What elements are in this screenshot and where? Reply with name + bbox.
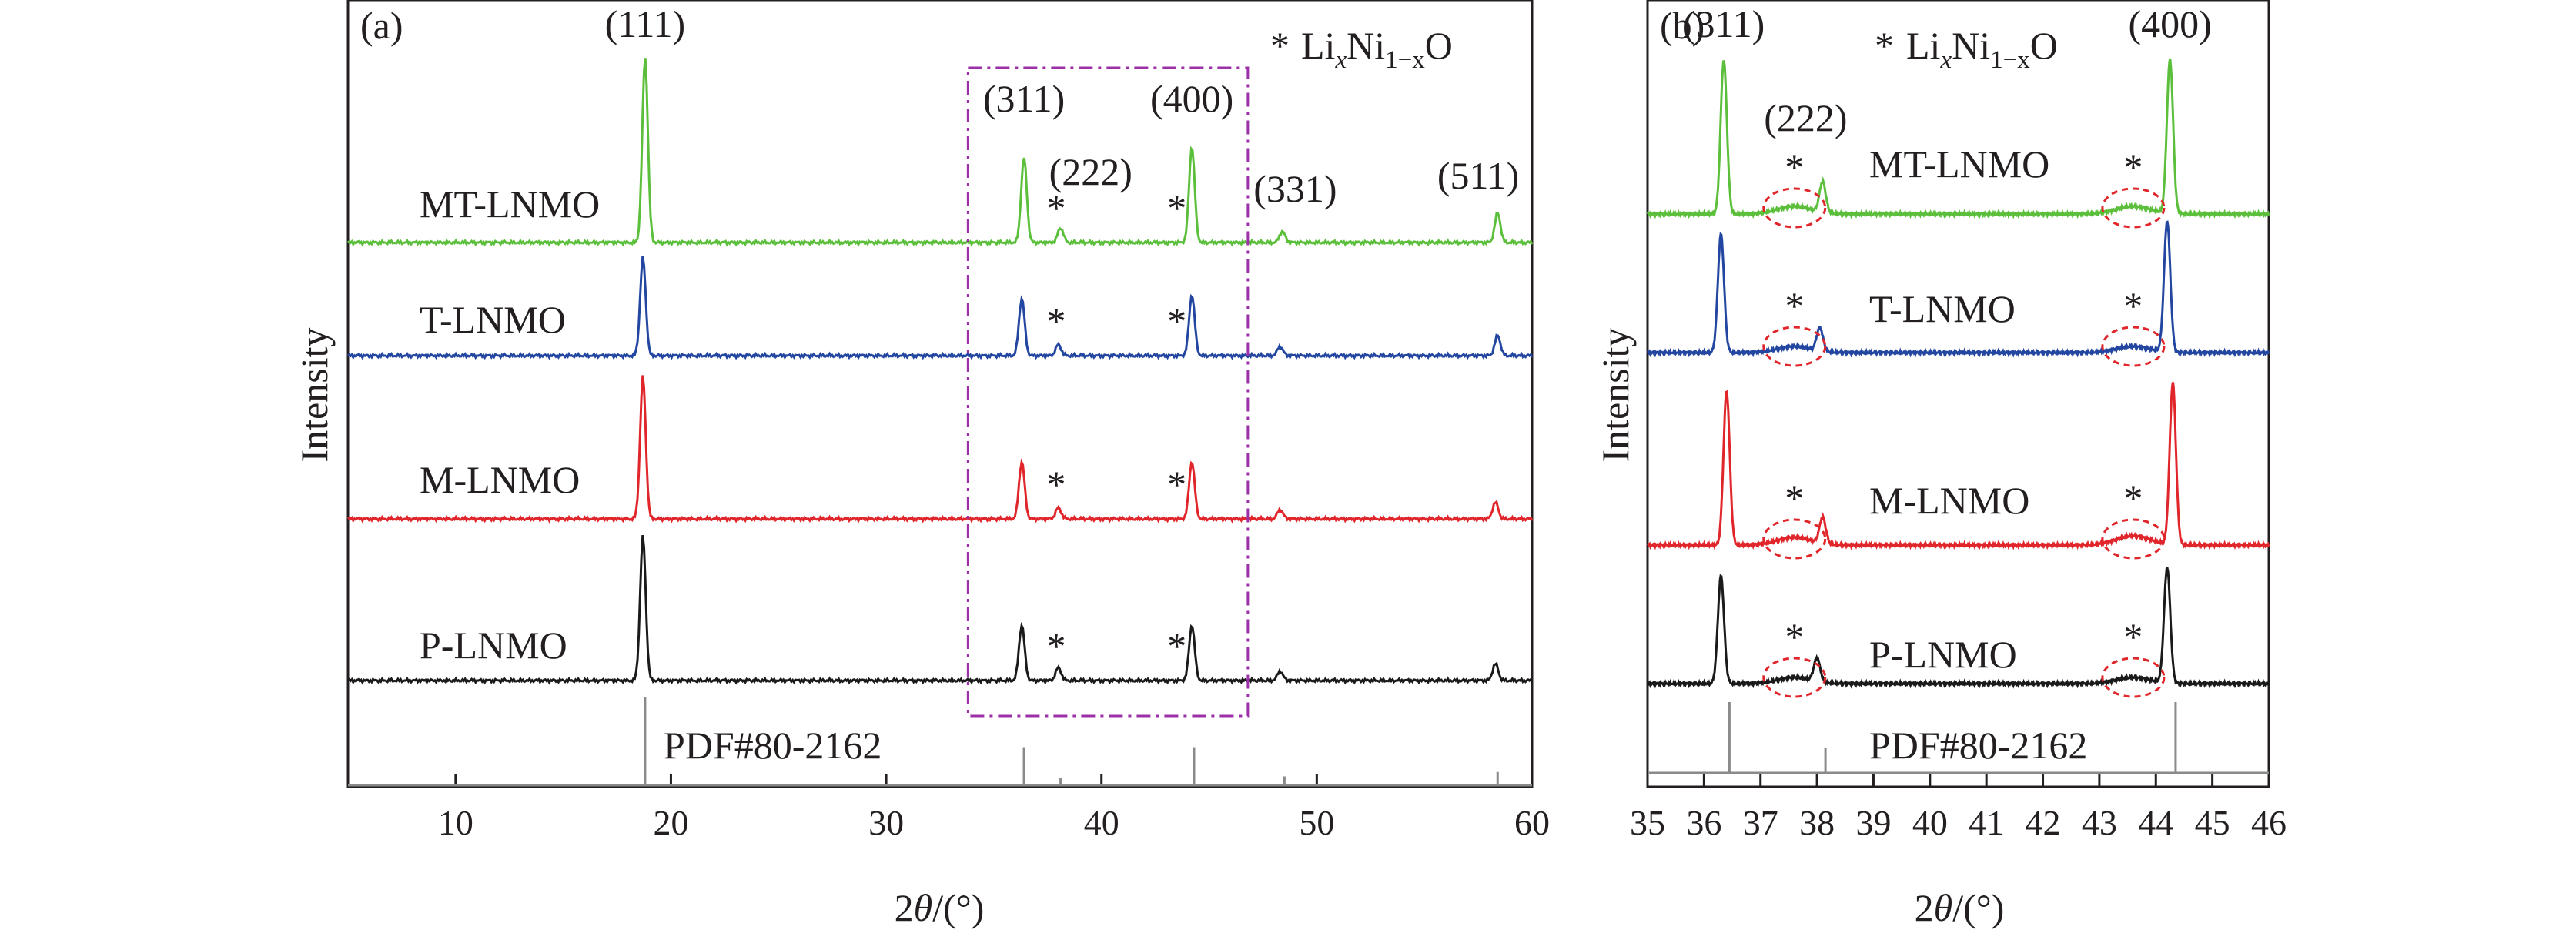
legend-star-marker: *	[1875, 24, 1894, 67]
impurity-star: *	[1785, 477, 1804, 520]
panel-a: 10 20 30 40 50 60 Intensity 2θ/(°) (a) * LixNi1−xO…	[293, 0, 1550, 929]
series-label: MT-LNMO	[1869, 142, 2049, 186]
reference-label: PDF#80-2162	[1869, 724, 2087, 767]
impurity-circle	[2101, 657, 2166, 698]
zoom-highlight-box	[966, 66, 1250, 718]
series-line-t-lnmo	[1646, 220, 2270, 358]
impurity-star: *	[1167, 624, 1186, 667]
series-line-mt-lnmo	[1646, 58, 2270, 219]
series-label: T-LNMO	[420, 298, 566, 341]
x-tick-label: 42	[2026, 803, 2061, 842]
x-tick-label: 37	[1743, 803, 1778, 842]
plot-frame	[346, 0, 1534, 788]
panel-label: (b)	[1660, 4, 1705, 47]
impurity-circle	[1762, 326, 1827, 367]
x-axis-label: 2θ/(°)	[1915, 886, 2005, 929]
impurity-star: *	[1167, 463, 1186, 506]
x-tick-label: 45	[2195, 803, 2230, 842]
x-tick-label: 30	[868, 803, 904, 842]
impurity-star: *	[1047, 186, 1066, 229]
x-tick-label: 40	[1912, 803, 1948, 842]
legend-label: LixNi1−xO	[1906, 24, 2058, 74]
panel-label: (a)	[360, 4, 403, 47]
y-axis-label: Intensity	[1594, 328, 1637, 463]
impurity-star: *	[1047, 299, 1066, 343]
x-tick-label: 60	[1514, 803, 1550, 842]
x-tick-label: 39	[1855, 803, 1891, 842]
peak-annotation: (331)	[1253, 167, 1337, 210]
impurity-circle	[1762, 518, 1827, 560]
series-line-t-lnmo	[347, 256, 1534, 360]
panel-b: 35 36 37 38 39 40 41 42 43 44 45 46 Intensity 2θ/(°) (…	[1594, 0, 2287, 929]
series-line-mt-lnmo	[347, 58, 1534, 247]
impurity-star: *	[2123, 615, 2143, 658]
impurity-star: *	[1167, 186, 1186, 229]
x-tick-label: 46	[2251, 803, 2287, 842]
impurity-star: *	[1785, 146, 1804, 189]
series-line-p-lnmo	[347, 534, 1534, 685]
x-tick-label: 36	[1686, 803, 1721, 842]
impurity-circle	[1762, 187, 1827, 229]
series-label: P-LNMO	[1869, 633, 2017, 676]
impurity-circle	[2101, 518, 2166, 560]
peak-annotation: (400)	[1150, 77, 1233, 120]
impurity-star: *	[2123, 477, 2143, 520]
x-tick-label: 41	[1969, 803, 2004, 842]
impurity-star: *	[1167, 299, 1186, 343]
series-label: T-LNMO	[1869, 287, 2016, 330]
impurity-star: *	[1047, 624, 1066, 667]
peak-annotation: (311)	[983, 77, 1065, 120]
impurity-star: *	[1785, 284, 1804, 327]
x-tick-label: 35	[1630, 803, 1665, 842]
x-tick-label: 20	[653, 803, 688, 842]
peak-annotation: (222)	[1049, 150, 1132, 193]
peak-annotation: (222)	[1764, 96, 1847, 139]
x-tick-label: 50	[1299, 803, 1334, 842]
peak-annotation: (311)	[1683, 2, 1765, 45]
impurity-star: *	[2123, 284, 2143, 327]
x-tick-label: 44	[2138, 803, 2173, 842]
peak-annotation: (511)	[1437, 154, 1519, 197]
series-line-p-lnmo	[1646, 567, 2270, 689]
x-tick-label: 43	[2082, 803, 2117, 842]
impurity-circle	[2101, 326, 2166, 367]
impurity-star: *	[1785, 615, 1804, 658]
legend-star-marker: *	[1270, 24, 1290, 67]
series-label: P-LNMO	[420, 624, 567, 667]
impurity-star: *	[1047, 463, 1066, 506]
reference-label: PDF#80-2162	[664, 724, 882, 767]
impurity-circle	[2101, 187, 2166, 229]
series-label: MT-LNMO	[420, 182, 600, 226]
impurity-circle	[1762, 657, 1827, 698]
x-tick-label: 10	[438, 803, 473, 842]
series-label: M-LNMO	[1869, 479, 2029, 522]
peak-annotation: (111)	[605, 2, 686, 45]
x-tick-label: 40	[1084, 803, 1119, 842]
plot-frame	[1646, 0, 2270, 788]
peak-annotation: (400)	[2128, 2, 2211, 45]
series-line-m-lnmo	[1646, 382, 2270, 550]
legend-label: LixNi1−xO	[1301, 24, 1453, 74]
y-axis-label: Intensity	[293, 328, 336, 463]
x-axis-label: 2θ/(°)	[895, 886, 985, 929]
series-label: M-LNMO	[420, 458, 580, 501]
impurity-star: *	[2123, 146, 2143, 189]
series-line-m-lnmo	[347, 375, 1534, 524]
x-tick-label: 38	[1799, 803, 1835, 842]
